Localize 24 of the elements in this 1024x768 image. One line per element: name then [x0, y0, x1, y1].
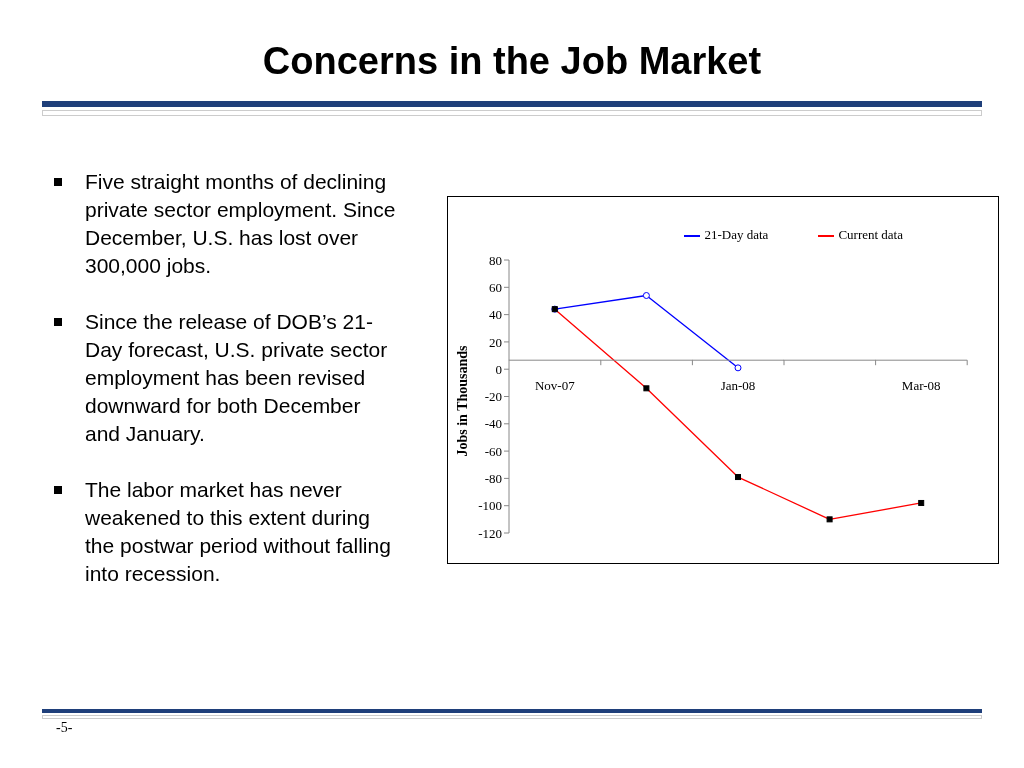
y-tick-label: -20	[484, 389, 502, 405]
x-tick-label: Nov-07	[534, 378, 576, 394]
y-tick-label: 20	[489, 334, 502, 350]
chart-title: Concerns in the Job Market	[261, 40, 763, 83]
y-axis-title: Jobs in Thousands	[454, 344, 470, 457]
text: -5-	[56, 720, 73, 736]
y-tick-label: -80	[484, 471, 502, 487]
y-tick-label: -120	[478, 525, 502, 541]
legend-label: Current data	[838, 227, 903, 242]
y-tick-label: 80	[489, 252, 502, 268]
y-tick-label: -40	[484, 416, 502, 432]
point	[734, 364, 742, 372]
text: The labor market has never weakened to this extent during the postwar period without falling into recession.	[84, 477, 392, 587]
y-tick-label: -100	[478, 498, 502, 514]
y-tick-label: -60	[484, 443, 502, 459]
text: Five straight months of declining private sector employment. Since December, U.S. has lost over 300,000 jobs.	[84, 169, 397, 279]
legend-label: 21-Day data	[704, 227, 769, 242]
x-tick-label: Mar-08	[901, 378, 941, 394]
x-tick-label: Jan-08	[720, 378, 756, 394]
text: Since the release of DOB’s 21-Day forecast, U.S. private sector employment has been revised downward for both December and January.	[84, 309, 389, 447]
y-tick-label: 60	[489, 279, 502, 295]
point	[642, 292, 650, 299]
y-tick-label: 0	[495, 361, 502, 377]
y-tick-label: 40	[489, 307, 502, 323]
